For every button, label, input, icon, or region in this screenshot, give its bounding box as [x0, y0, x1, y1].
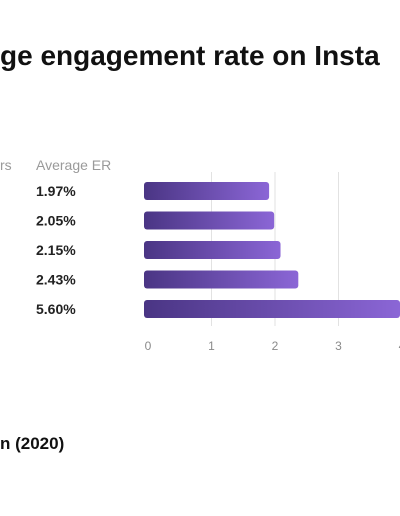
- value-labels: 1.97% 2.05% 2.15% 2.43% 5.60%: [36, 183, 76, 317]
- column-header-average-er: Average ER: [36, 157, 111, 173]
- x-tick-label: 4: [399, 339, 400, 353]
- x-tick-label: 1: [208, 339, 215, 353]
- bar-value-label: 2.05%: [36, 213, 76, 229]
- bar-value-label: 2.15%: [36, 242, 76, 258]
- bar: [144, 270, 299, 289]
- column-header-followers: rs: [0, 157, 12, 173]
- bars: [144, 182, 400, 318]
- bar: [144, 211, 275, 230]
- chart-title: ge engagement rate on Insta: [0, 40, 380, 71]
- bar-value-label: 5.60%: [36, 301, 76, 317]
- x-tick-label: 2: [272, 339, 279, 353]
- source-note: n (2020): [0, 434, 65, 453]
- bar: [144, 182, 270, 200]
- bar-value-label: 1.97%: [36, 183, 76, 199]
- x-axis-ticks: 0 1 2 3 4: [145, 339, 400, 353]
- x-tick-label: 0: [145, 339, 152, 353]
- bar-value-label: 2.43%: [36, 272, 76, 288]
- bar: [144, 300, 400, 318]
- bar: [144, 241, 281, 259]
- x-tick-label: 3: [335, 339, 342, 353]
